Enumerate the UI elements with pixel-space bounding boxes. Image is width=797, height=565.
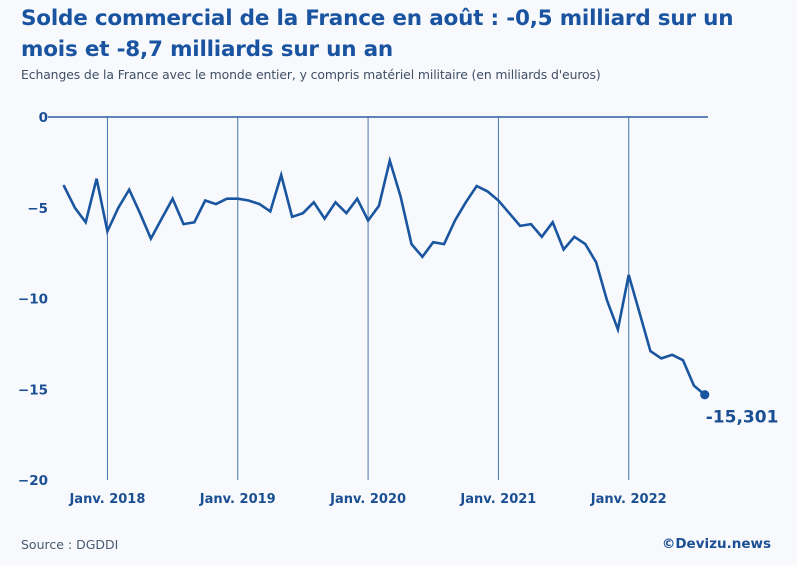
x-tick-label: Janv. 2018: [68, 492, 145, 507]
x-tick-label: Janv. 2020: [329, 492, 406, 507]
y-tick-label: 0: [39, 110, 48, 126]
credit-link[interactable]: ©Devizu.news: [661, 536, 771, 552]
y-tick-label: −5: [27, 201, 48, 217]
series-line: [62, 155, 707, 397]
annotation-layer: -15,301: [700, 390, 778, 428]
x-tick-label: Janv. 2021: [459, 492, 536, 507]
chart-title: Solde commercial de la France en août : …: [21, 6, 734, 62]
series-layer: [62, 155, 707, 397]
source-note: Source : DGDDI: [21, 537, 119, 552]
end-value-label: -15,301: [706, 408, 779, 428]
y-tick-label: −10: [18, 292, 48, 308]
x-tick-label: Janv. 2022: [590, 492, 667, 507]
y-tick-label: −15: [18, 382, 48, 398]
grid-layer: [48, 116, 708, 480]
chart-subtitle: Echanges de la France avec le monde enti…: [21, 67, 601, 82]
y-tick-label: −20: [18, 473, 48, 489]
x-tick-label: Janv. 2019: [199, 492, 276, 507]
x-axis: Janv. 2018 Janv. 2019 Janv. 2020 Janv. 2021…: [68, 492, 666, 507]
end-point-marker: [700, 390, 710, 400]
y-axis: 0 −5 −10 −15 −20: [18, 110, 48, 489]
